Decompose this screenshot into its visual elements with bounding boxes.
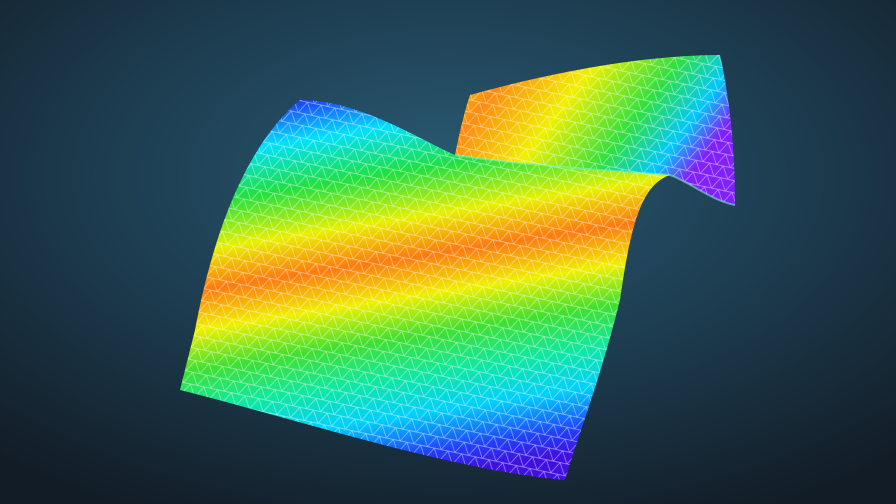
- fold-edge: [454, 154, 736, 206]
- front-sheet: [180, 100, 670, 480]
- back-sheet: [455, 55, 735, 205]
